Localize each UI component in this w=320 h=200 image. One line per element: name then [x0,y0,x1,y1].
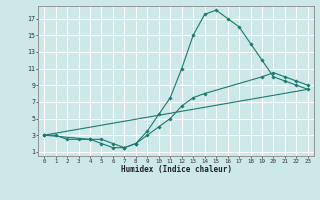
X-axis label: Humidex (Indice chaleur): Humidex (Indice chaleur) [121,165,231,174]
